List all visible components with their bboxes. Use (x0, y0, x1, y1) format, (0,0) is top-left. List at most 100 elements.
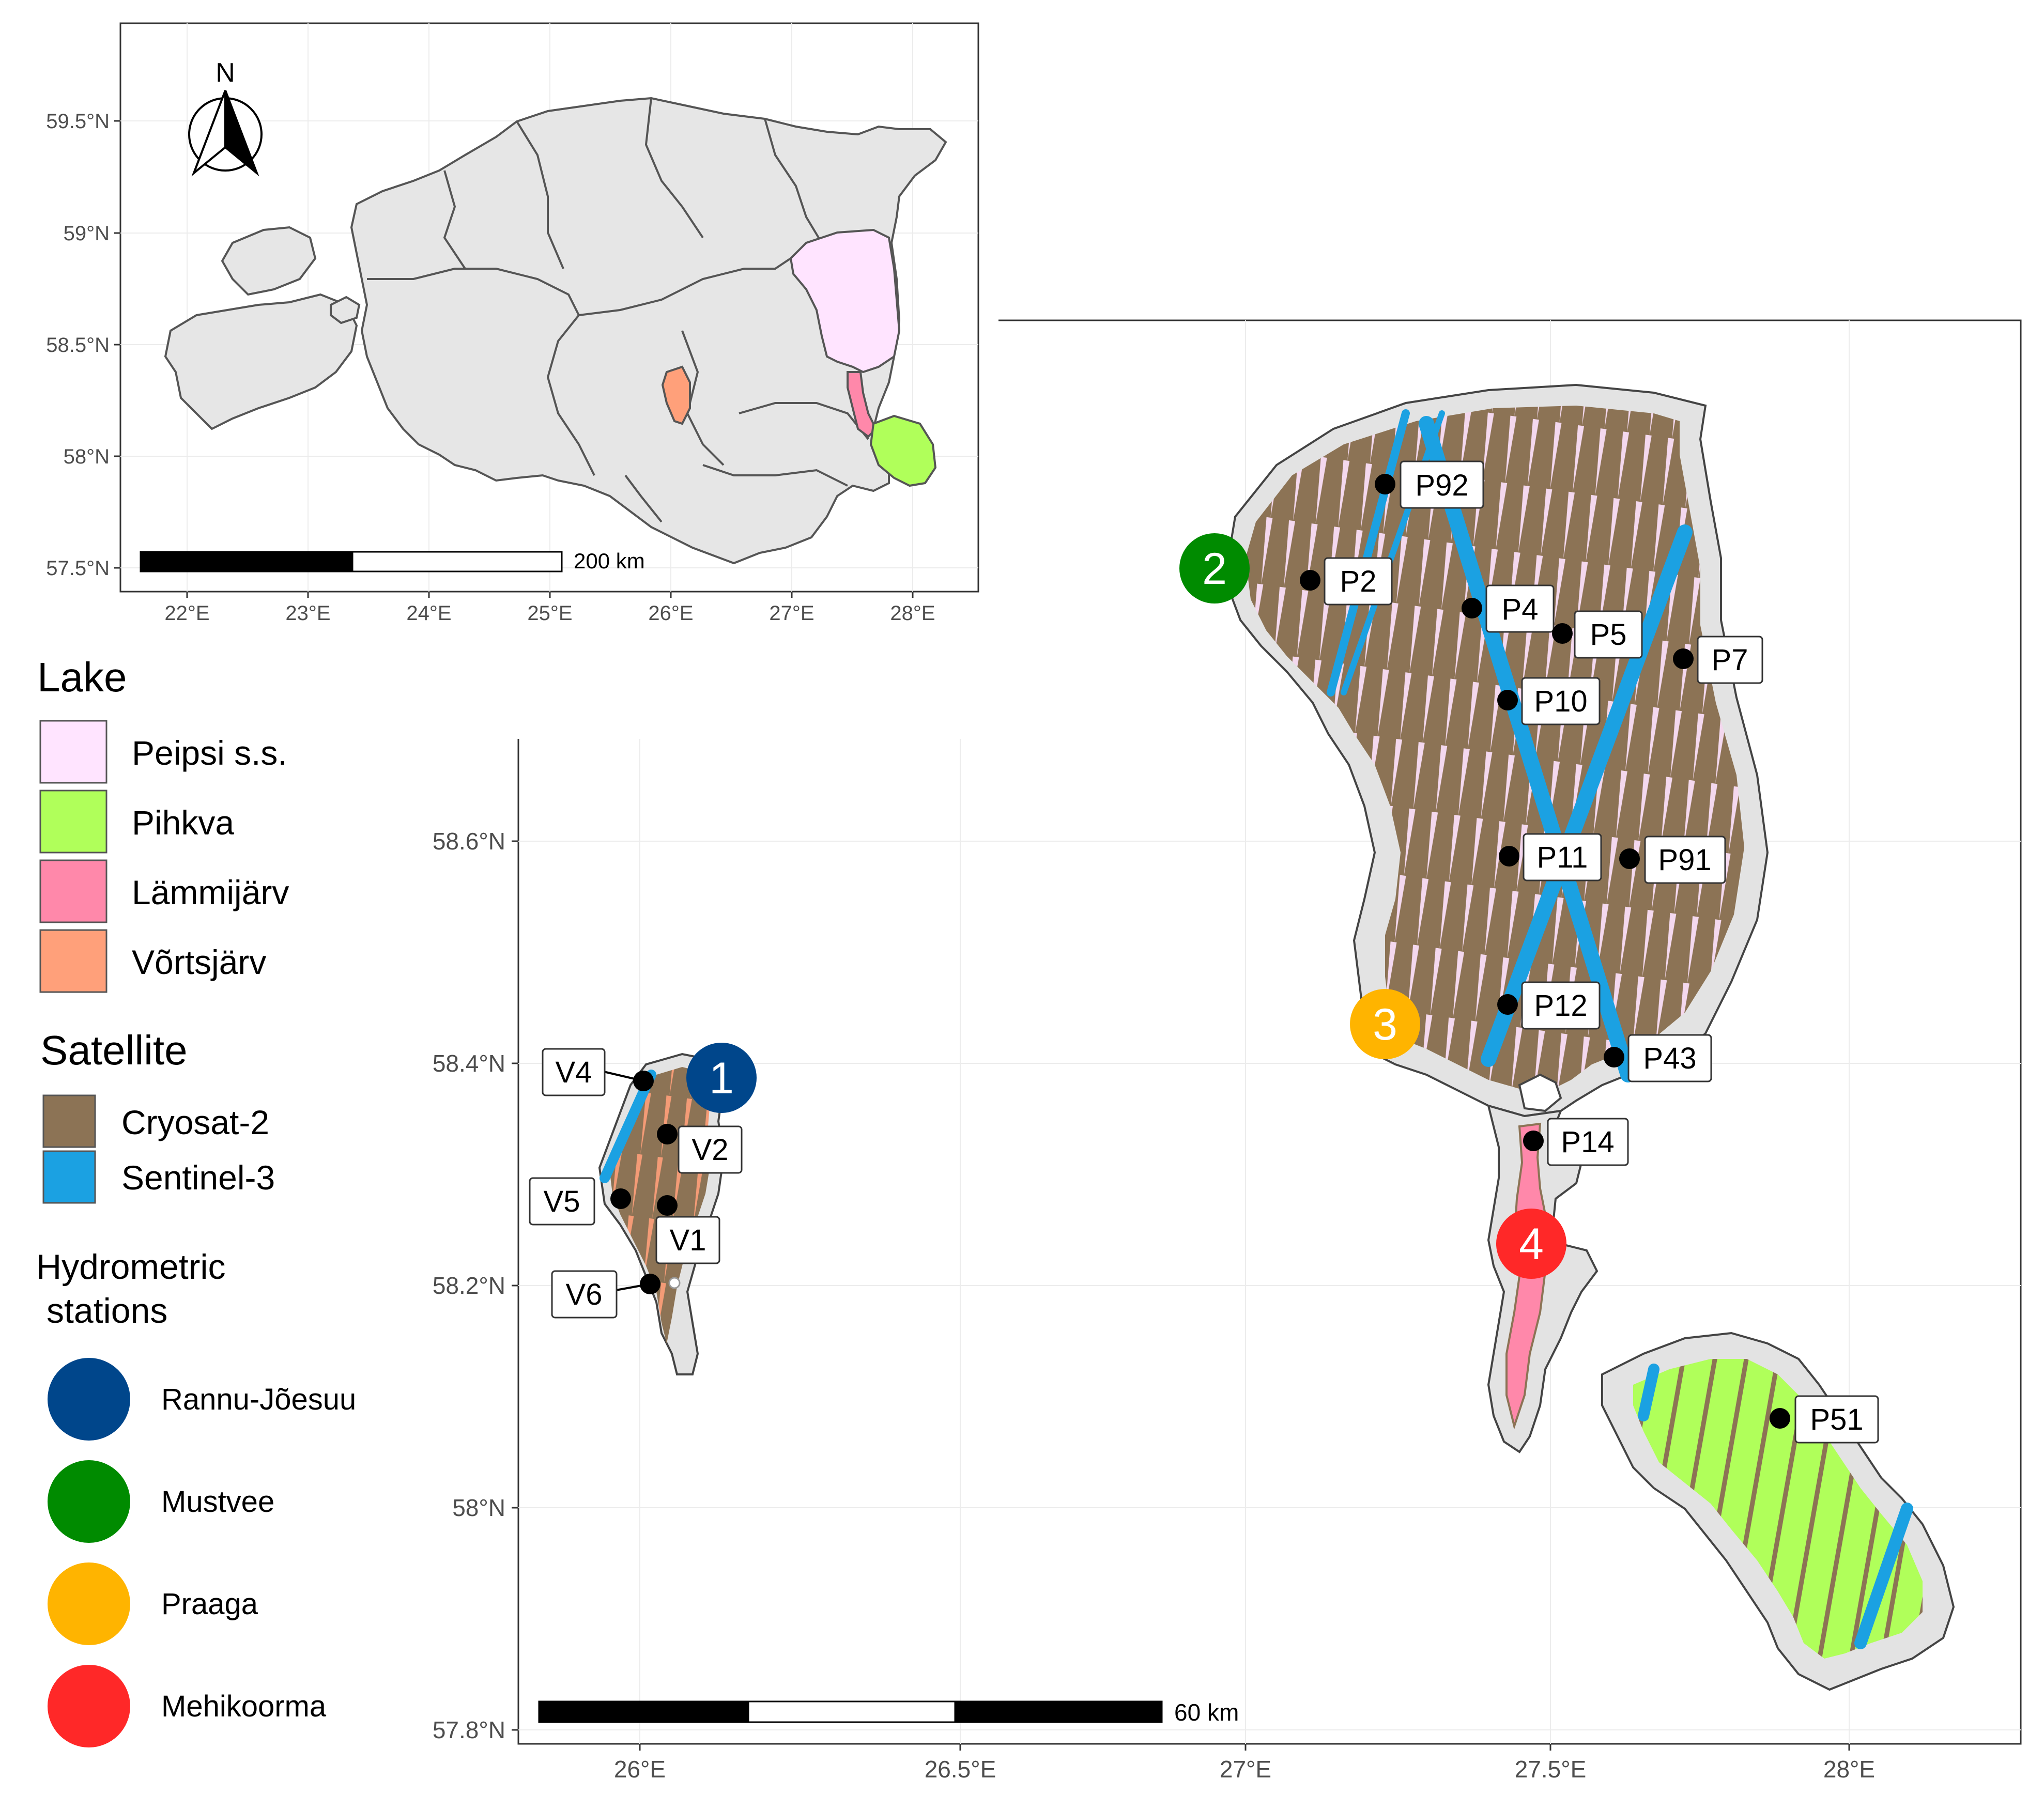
point-label: P12 (1534, 989, 1587, 1023)
legend-dot-mehikoorma (48, 1665, 130, 1747)
main-y-axis: 58.6°N 58.4°N 58.2°N 58°N 57.8°N (433, 828, 518, 1743)
legend-label-lammijarv: Lämmijärv (132, 873, 289, 911)
point-p92[interactable]: P92 (1375, 460, 1484, 509)
legend-label-pihkva: Pihkva (132, 803, 234, 842)
point-p14[interactable]: P14 (1523, 1118, 1629, 1166)
legend-label-mehikoorma: Mehikoorma (161, 1690, 327, 1723)
legend-swatch-peipsi (39, 720, 107, 784)
peipsi-lake (1246, 406, 1744, 1090)
legend-swatch-pihkva (39, 790, 107, 854)
inset-x-tick: 24°E (406, 602, 451, 625)
inset-y-tick: 59°N (64, 222, 110, 245)
main-y-tick: 58°N (452, 1494, 505, 1521)
legend-swatch-sentinel (42, 1150, 96, 1204)
inset-scale-label: 200 km (574, 549, 645, 573)
point-v4[interactable]: V4 (542, 1048, 654, 1096)
legend-lake-title: Lake (37, 654, 127, 700)
sentinel-3-tracks (600, 409, 1913, 1649)
legend-dot-rannu (48, 1358, 130, 1441)
point-label: P2 (1340, 565, 1377, 598)
inset-map: N 200 km 59.5°N 59°N 58.5°N 58°N 57.5°N (46, 22, 979, 625)
legend-label-rannu: Rannu-Jõesuu (161, 1383, 356, 1416)
station-marker-mehikoorma[interactable]: 4 (1496, 1209, 1566, 1279)
station-number: 2 (1202, 544, 1227, 594)
inset-x-axis: 22°E 23°E 24°E 25°E 26°E 27°E 28°E (164, 592, 935, 625)
legend-stations: Hydrometric stations Rannu-Jõesuu Mustve… (36, 1247, 356, 1747)
point-label: P91 (1658, 843, 1711, 877)
legend-label-cryosat: Cryosat-2 (121, 1103, 269, 1141)
hiiumaa-island (221, 226, 317, 296)
point-label: V4 (556, 1056, 592, 1089)
inset-x-tick: 26°E (648, 602, 693, 625)
legend-label-mustvee: Mustvee (161, 1485, 274, 1519)
point-v2[interactable]: V2 (657, 1124, 743, 1174)
point-label: P51 (1810, 1403, 1863, 1436)
pihkva-lake (1633, 1359, 1923, 1659)
point-p4[interactable]: P4 (1462, 584, 1555, 633)
inset-lake-peipsi (789, 228, 901, 374)
point-label: P4 (1502, 593, 1539, 626)
legend-swatch-lammijarv (39, 859, 107, 923)
inset-y-tick: 58°N (64, 445, 110, 468)
inset-y-tick: 57.5°N (46, 557, 110, 580)
point-label: V1 (670, 1224, 706, 1257)
point-label: P10 (1534, 685, 1587, 718)
legend-label-praaga: Praaga (161, 1587, 258, 1621)
inset-y-tick: 58.5°N (46, 334, 110, 357)
legend-swatch-cryosat (42, 1094, 96, 1148)
county-borders (367, 98, 869, 523)
point-p10[interactable]: P10 (1497, 677, 1601, 725)
legend-satellite-title: Satellite (40, 1027, 188, 1073)
station-number: 4 (1519, 1219, 1544, 1269)
point-label: P5 (1590, 618, 1627, 652)
main-y-tick: 58.4°N (433, 1050, 505, 1077)
station-markers: 1 2 3 4 (686, 533, 1566, 1279)
station-marker-rannu-joesuu[interactable]: 1 (686, 1043, 757, 1113)
point-p5[interactable]: P5 (1552, 610, 1643, 659)
muhu-island (330, 296, 361, 324)
legend-dot-mustvee (48, 1460, 130, 1543)
legend-stations-title: Hydrometric (36, 1247, 226, 1287)
station-marker-mustvee[interactable]: 2 (1179, 533, 1250, 604)
legend-label-vortsjarv: Võrtsjärv (132, 943, 266, 981)
point-v1[interactable]: V1 (655, 1195, 720, 1264)
inset-lake-vortsjarv (661, 365, 691, 425)
point-label: P14 (1561, 1125, 1614, 1159)
inset-x-tick: 22°E (164, 602, 209, 625)
legend-stations-title-line2: stations (47, 1291, 167, 1330)
north-label: N (216, 58, 235, 88)
point-p7[interactable]: P7 (1673, 636, 1763, 684)
main-y-tick: 58.6°N (433, 828, 505, 855)
station-marker-praaga[interactable]: 3 (1350, 989, 1420, 1059)
legend-dot-praaga (48, 1562, 130, 1645)
point-label: V6 (566, 1278, 603, 1311)
point-p43[interactable]: P43 (1604, 1034, 1712, 1082)
point-p91[interactable]: P91 (1619, 835, 1726, 884)
main-scale-label: 60 km (1174, 1699, 1239, 1726)
main-panel-border (517, 319, 2022, 1745)
main-x-tick: 26°E (614, 1756, 666, 1783)
legend-lake: Lake Peipsi s.s. Pihkva Lämmijärv Võrtsj… (37, 654, 289, 993)
legend-label-sentinel: Sentinel-3 (121, 1158, 275, 1197)
point-v5[interactable]: V5 (529, 1177, 631, 1226)
point-p51[interactable]: P51 (1770, 1395, 1879, 1444)
legend-satellite: Satellite Cryosat-2 Sentinel-3 (40, 1027, 275, 1204)
main-x-tick: 27.5°E (1515, 1756, 1587, 1783)
point-p11[interactable]: P11 (1499, 833, 1602, 881)
point-v6[interactable]: V6 (551, 1270, 681, 1319)
main-map: P92 P2 P4 P5 P7 (433, 319, 2022, 1783)
strait-island (1518, 1073, 1562, 1112)
saaremaa-island (164, 293, 358, 430)
inset-lake-pihkva (869, 414, 937, 487)
point-p2[interactable]: P2 (1300, 557, 1393, 606)
station-number: 1 (709, 1054, 734, 1103)
main-x-axis: 26°E 26.5°E 27°E 27.5°E 28°E (614, 1744, 1875, 1783)
point-label: P11 (1537, 841, 1588, 874)
point-label: P92 (1415, 469, 1468, 502)
legend-label-peipsi: Peipsi s.s. (132, 734, 287, 772)
main-x-tick: 28°E (1823, 1756, 1875, 1783)
main-y-tick: 57.8°N (433, 1716, 505, 1743)
main-x-tick: 26.5°E (925, 1756, 996, 1783)
point-p12[interactable]: P12 (1497, 981, 1601, 1030)
